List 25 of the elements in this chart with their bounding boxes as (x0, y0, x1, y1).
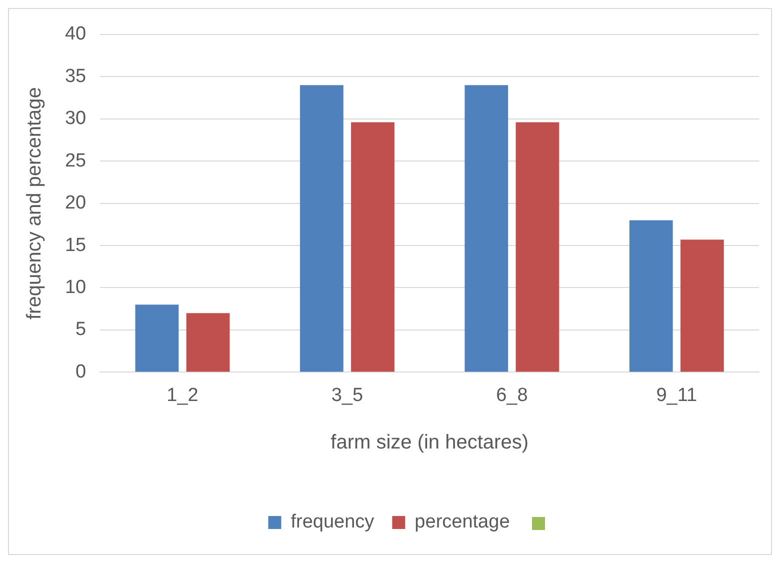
bar (680, 240, 724, 372)
y-tick-label: 5 (76, 319, 86, 340)
bar (351, 122, 394, 372)
y-tick-label: 15 (64, 234, 86, 256)
legend-label: frequency (290, 512, 375, 533)
y-tick-label: 20 (64, 192, 86, 214)
x-tick-label: 3_5 (331, 384, 364, 406)
y-tick-label: 10 (64, 276, 86, 298)
y-tick-label: 30 (64, 108, 86, 130)
y-tick-label: 25 (64, 150, 86, 172)
x-tick-label: 6_8 (496, 384, 528, 406)
bar (629, 220, 673, 372)
x-tick-label: 9_11 (656, 384, 698, 406)
bar (300, 85, 344, 372)
bar (186, 313, 230, 372)
y-tick-label: 0 (76, 361, 86, 382)
y-axis-title: frequency and percentage (24, 87, 46, 320)
bar (516, 122, 560, 372)
bar (135, 304, 179, 372)
x-axis-title: farm size (in hectares) (330, 432, 528, 454)
y-tick-label: 35 (64, 66, 86, 87)
x-tick-label: 1_2 (166, 384, 198, 406)
y-tick-label: 40 (64, 24, 86, 45)
legend-label: percentage (414, 512, 510, 533)
bar (464, 85, 508, 372)
